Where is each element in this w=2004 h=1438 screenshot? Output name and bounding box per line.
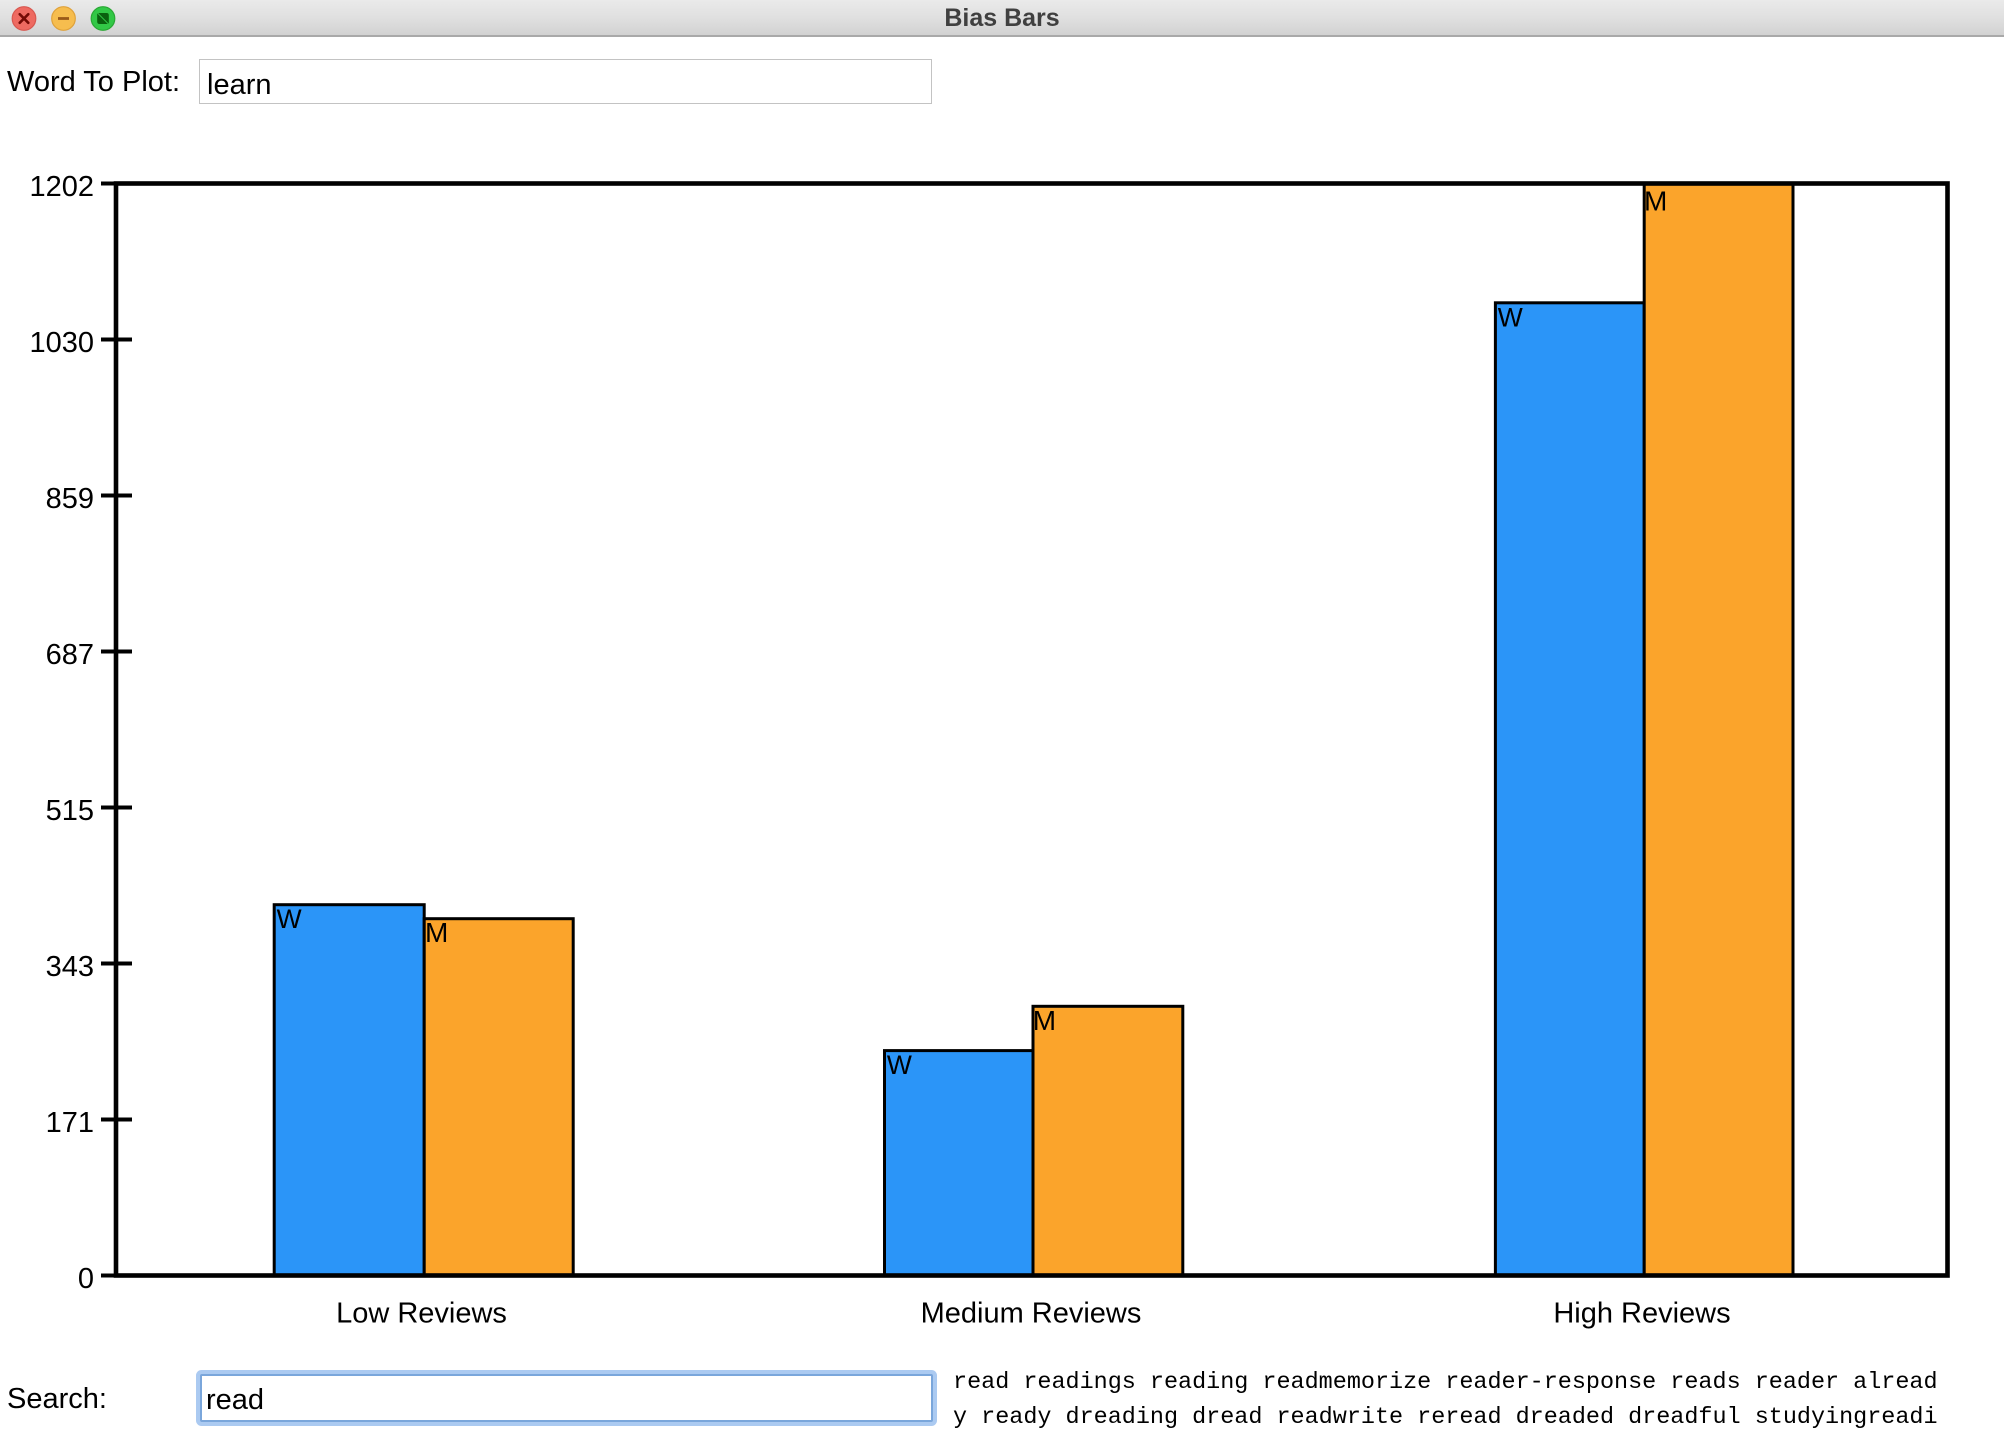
svg-text:M: M <box>1033 1005 1056 1036</box>
svg-text:Medium Reviews: Medium Reviews <box>921 1298 1142 1330</box>
svg-text:859: 859 <box>46 483 94 515</box>
svg-text:343: 343 <box>46 951 94 983</box>
svg-text:1202: 1202 <box>29 171 94 203</box>
svg-text:M: M <box>425 917 448 948</box>
svg-text:171: 171 <box>46 1107 94 1139</box>
svg-text:1030: 1030 <box>29 327 94 359</box>
svg-text:0: 0 <box>78 1263 94 1295</box>
svg-text:687: 687 <box>46 639 94 671</box>
svg-text:M: M <box>1644 186 1667 217</box>
svg-text:W: W <box>277 904 302 934</box>
svg-text:Low Reviews: Low Reviews <box>336 1298 507 1330</box>
svg-text:515: 515 <box>46 795 94 827</box>
svg-text:W: W <box>887 1050 912 1080</box>
svg-text:W: W <box>1498 302 1523 332</box>
svg-text:High Reviews: High Reviews <box>1553 1298 1730 1330</box>
